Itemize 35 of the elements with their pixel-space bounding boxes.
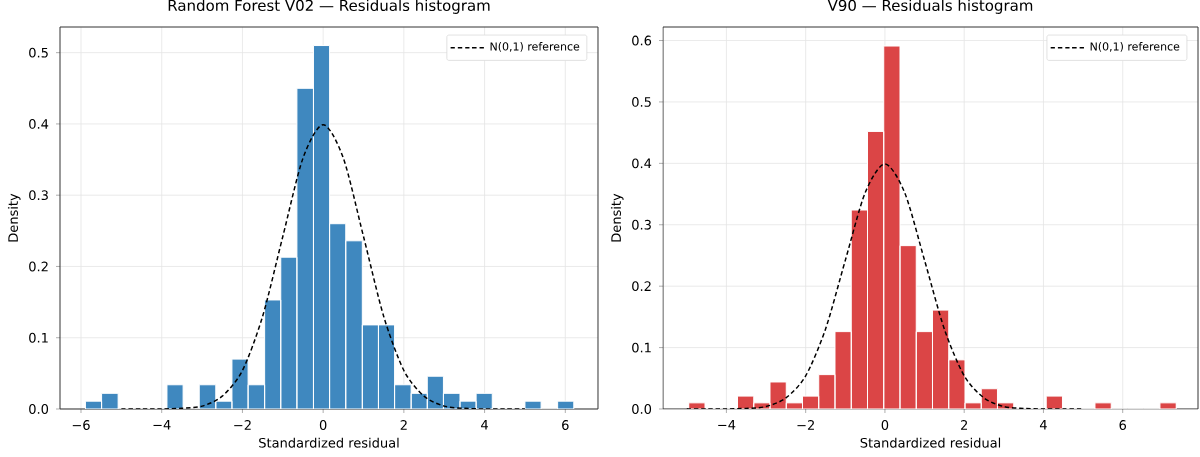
y-tick-label: 0.6 bbox=[632, 35, 652, 46]
y-axis-title: Density bbox=[610, 193, 624, 242]
y-tick-label: 0.2 bbox=[632, 281, 651, 292]
x-axis-title: Standardized residual bbox=[860, 437, 1001, 448]
y-tick-label: 0.1 bbox=[29, 332, 48, 343]
x-tick-label: 2 bbox=[961, 420, 968, 430]
chart-title: Random Forest V02 — Residuals histogram bbox=[168, 0, 490, 14]
x-tick-label: −4 bbox=[718, 420, 736, 430]
y-tick-label: 0.4 bbox=[29, 119, 49, 129]
x-tick-label: 4 bbox=[1039, 420, 1047, 430]
line-series bbox=[686, 163, 1084, 409]
y-tick-label: 0.1 bbox=[632, 342, 651, 353]
y-tick-label: 0.5 bbox=[29, 47, 48, 58]
legend-label: N(0,1) reference bbox=[490, 42, 580, 52]
x-tick-label: 0 bbox=[881, 420, 889, 430]
y-tick-label: 0.5 bbox=[632, 97, 651, 107]
x-tick-label: 4 bbox=[481, 420, 488, 430]
y-tick-label: 0.0 bbox=[29, 404, 49, 414]
y-tick-label: 0.2 bbox=[29, 261, 48, 272]
y-tick-label: 0.0 bbox=[632, 404, 652, 414]
x-tick-label: 2 bbox=[400, 420, 407, 430]
y-axis-title: Density bbox=[7, 193, 21, 242]
x-tick-label: 0 bbox=[319, 420, 327, 430]
x-tick-label: −6 bbox=[72, 420, 90, 430]
x-tick-label: 6 bbox=[562, 420, 569, 430]
x-tick-label: −2 bbox=[234, 420, 251, 430]
y-tick-label: 0.3 bbox=[632, 219, 651, 230]
y-tick-label: 0.3 bbox=[29, 190, 48, 201]
x-tick-label: −4 bbox=[153, 420, 171, 430]
x-tick-label: −2 bbox=[797, 420, 814, 430]
x-tick-label: 6 bbox=[1119, 420, 1127, 430]
x-axis-title: Standardized residual bbox=[259, 437, 399, 448]
legend-label: N(0,1) reference bbox=[1090, 42, 1180, 52]
chart-title: V90 — Residuals histogram bbox=[827, 0, 1033, 14]
y-tick-label: 0.4 bbox=[632, 158, 652, 169]
